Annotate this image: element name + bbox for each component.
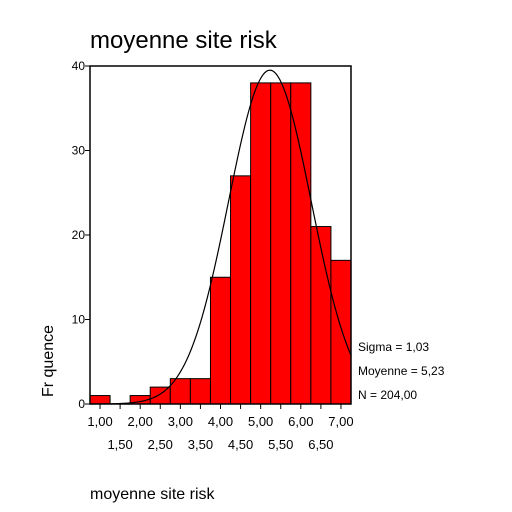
histogram-bar bbox=[330, 259, 352, 405]
x-tick-label: 3,00 bbox=[168, 414, 193, 429]
y-axis-label: Fr quence bbox=[40, 325, 57, 397]
histogram-bar bbox=[89, 395, 111, 405]
stats-annotation: Moyenne = 5,23 bbox=[358, 364, 445, 378]
histogram-bar bbox=[290, 82, 312, 405]
x-tick-label: 2,00 bbox=[128, 414, 153, 429]
stats-annotation: Sigma = 1,03 bbox=[358, 340, 429, 354]
histogram-bar bbox=[270, 82, 292, 405]
stats-annotation: N = 204,00 bbox=[358, 388, 417, 402]
x-tick-label: 5,50 bbox=[268, 437, 293, 452]
x-tick-label: 3,50 bbox=[188, 437, 213, 452]
histogram-bar bbox=[310, 226, 332, 405]
x-tick-label: 1,50 bbox=[107, 437, 132, 452]
y-tick-label: 10 bbox=[72, 313, 86, 327]
y-tick-label: 0 bbox=[78, 397, 85, 411]
histogram-bar bbox=[209, 276, 232, 405]
x-tick-label: 7,00 bbox=[328, 414, 353, 429]
histogram-bar bbox=[149, 386, 171, 405]
normal-curve bbox=[90, 69, 352, 405]
plot-area: 0 10 20 30 40 1,00 2,00 3,00 4,00 5,00 6,00 7,00 1,5… bbox=[72, 59, 445, 452]
y-tick-label: 20 bbox=[72, 228, 86, 242]
x-tick-label: 5,00 bbox=[248, 414, 273, 429]
histogram-bar bbox=[189, 378, 211, 405]
x-tick-label: 4,50 bbox=[228, 437, 253, 452]
y-tick-label: 40 bbox=[72, 59, 86, 73]
x-tick-label: 6,50 bbox=[308, 437, 333, 452]
chart-title: moyenne site risk bbox=[90, 27, 278, 54]
histogram-bar bbox=[230, 175, 252, 405]
x-tick-label: 1,00 bbox=[87, 414, 112, 429]
x-tick-label: 6,00 bbox=[288, 414, 313, 429]
x-tick-label: 4,00 bbox=[208, 414, 233, 429]
x-axis-label: moyenne site risk bbox=[90, 486, 215, 503]
histogram-bar bbox=[250, 82, 272, 405]
y-tick-label: 30 bbox=[72, 144, 86, 158]
x-tick-label: 2,50 bbox=[148, 437, 173, 452]
